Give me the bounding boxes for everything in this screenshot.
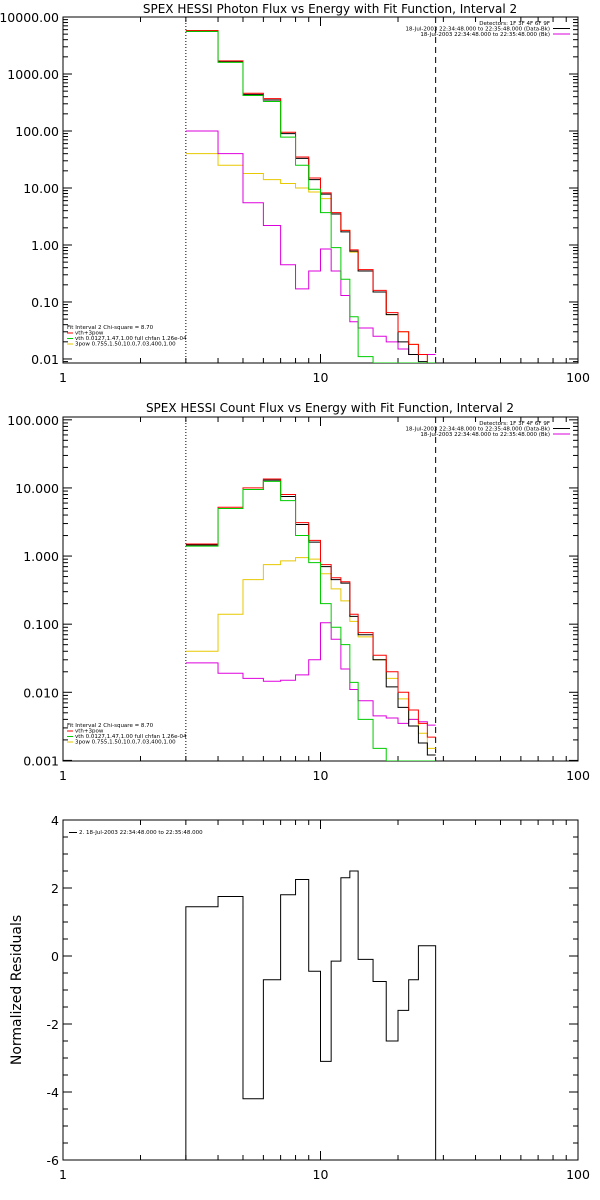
y-tick-label: 1.000 (23, 549, 59, 564)
x-tick-label: 100 (566, 370, 590, 385)
y-tick-label: 10.000 (15, 481, 59, 496)
y-tick-label: 100.000 (7, 413, 59, 428)
legend-entry: 3pow 0.755,1.50,10.0,7.03,400,1.00 (75, 342, 176, 348)
series-line (185, 478, 436, 738)
legend-header: Fit Interval 2 Chi-square = 8.70 (67, 723, 154, 729)
y-tick-label: 100.00 (15, 124, 59, 139)
y-tick-label: 0.001 (23, 753, 59, 768)
legend-entry: 2. 18-Jul-2003 22:34:48.000 to 22:35:48.… (79, 830, 203, 836)
x-tick-label: 100 (566, 768, 590, 783)
y-tick-label: 2 (51, 881, 59, 896)
y-tick-label: 1000.00 (7, 67, 59, 82)
residuals-panel: Normalized Residuals 1 10 100 -6 -4 -2 0 2 4 2. 1… (9, 813, 590, 1182)
info-label: 18-Jul-2003 22:34:48.000 to 22:35:48.000… (406, 427, 551, 433)
legend-entry: 3pow 0.755,1.50,10.0,7.03,400,1.00 (75, 740, 176, 746)
photon-flux-panel: SPEX HESSI Photon Flux vs Energy with Fi… (0, 2, 590, 385)
chart-title: SPEX HESSI Photon Flux vs Energy with Fi… (143, 2, 517, 16)
series-line (185, 480, 436, 761)
y-tick-label: -6 (47, 1153, 60, 1168)
legend-entry: vth 0.0127,1.47,1.00 full chfan 1.26e-04 (75, 336, 187, 342)
info-label: 18-Jul-2003 22:34:48.000 to 22:35:48.000… (420, 32, 550, 38)
x-tick-label: 10 (313, 370, 329, 385)
y-tick-label: -2 (47, 1017, 59, 1032)
x-tick-label: 10 (313, 768, 329, 783)
legend-entry: vth 0.0127,1.47,1.00 full chfan 1.26e-04 (75, 734, 187, 740)
series-line (185, 870, 437, 1160)
y-tick-label: -4 (47, 1085, 60, 1100)
x-tick-label: 10 (313, 1167, 329, 1182)
y-tick-label: 0.10 (31, 295, 59, 310)
x-tick-label: 1 (59, 370, 67, 385)
series-line (185, 130, 436, 355)
y-tick-label: 4 (51, 813, 59, 828)
legend-entry: vth+3pow (75, 729, 104, 735)
y-tick-label: 10.00 (23, 181, 59, 196)
legend-entry: vth+3pow (75, 331, 104, 337)
count-flux-panel: SPEX HESSI Count Flux vs Energy with Fit… (7, 401, 590, 783)
y-tick-label: 0.100 (23, 617, 59, 632)
y-tick-label: 0 (51, 949, 59, 964)
x-tick-label: 1 (59, 1167, 67, 1182)
x-tick-label: 100 (566, 1167, 590, 1182)
info-label: Detectors: 1F 3F 4F 6F 9F (479, 21, 550, 27)
x-tick-label: 1 (59, 768, 67, 783)
y-tick-label: 0.01 (31, 352, 59, 367)
y-axis-label: Normalized Residuals (9, 915, 25, 1065)
info-label: 18-Jul-2003 22:34:48.000 to 22:35:48.000… (406, 27, 551, 33)
chart-title: SPEX HESSI Count Flux vs Energy with Fit… (146, 401, 514, 415)
info-label: Detectors: 1F 3F 4F 6F 9F (479, 421, 550, 427)
y-tick-label: 10000.00 (0, 10, 59, 25)
series-line (185, 30, 436, 363)
y-tick-label: 1.00 (31, 238, 59, 253)
info-label: 18-Jul-2003 22:34:48.000 to 22:35:48.000… (420, 432, 550, 438)
y-tick-label: 0.010 (23, 685, 59, 700)
legend-header: Fit Interval 2 Chi-square = 8.70 (67, 325, 154, 331)
